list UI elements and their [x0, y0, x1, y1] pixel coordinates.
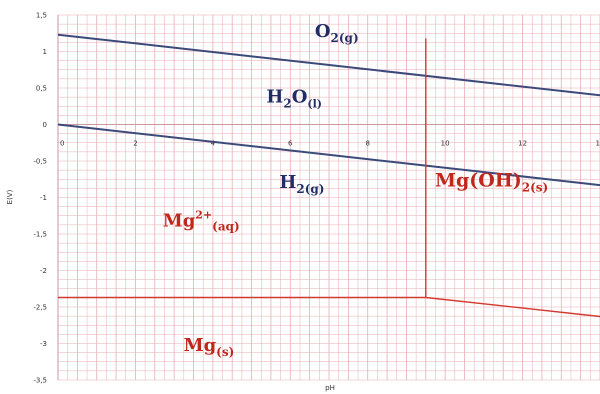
y-tick-label: 1,5 [36, 12, 47, 20]
x-tick-label: 2 [133, 140, 137, 148]
y-tick-label: -1,5 [33, 231, 47, 239]
species-label: O2(g) [315, 21, 359, 45]
boundary-line [425, 296, 600, 318]
boundary-line [57, 123, 600, 187]
y-tick-label: -3 [40, 340, 47, 348]
x-axis-label: pH [325, 384, 335, 392]
tick-labels: 0 2 4 6 8 10 12 14 1,5 1 0,5 0 -0,5 -1 -1,5 -2 -2,5 -3 -3,… [33, 12, 600, 385]
x-tick-label: 14 [596, 140, 600, 148]
y-axis-label: E(V) [6, 189, 14, 204]
y-tick-label: -1 [40, 194, 47, 202]
x-tick-label: 4 [211, 140, 216, 148]
region-labels: O2(g) H2O(l) H2(g) Mg2+(aq) Mg(OH)2(s) Mg(s) [163, 21, 548, 359]
species-label: Mg(OH)2(s) [435, 170, 548, 195]
y-tick-label: -3,5 [33, 377, 47, 385]
x-tick-label: 10 [441, 140, 450, 148]
x-tick-label: 0 [60, 140, 64, 148]
y-tick-label: -0,5 [33, 158, 47, 166]
y-tick-label: 0,5 [36, 85, 47, 93]
x-tick-label: 12 [518, 140, 527, 148]
y-tick-label: 1 [43, 48, 47, 56]
y-tick-label: -2 [40, 267, 47, 275]
grid [57, 14, 600, 381]
species-label: Mg(s) [184, 335, 235, 359]
species-label: H2(g) [279, 172, 324, 196]
species-label: H2O(l) [266, 87, 322, 111]
species-label: Mg2+(aq) [163, 209, 240, 234]
x-tick-label: 6 [288, 140, 293, 148]
y-tick-label: -2,5 [33, 304, 47, 312]
boundary-lines [57, 33, 600, 318]
x-tick-label: 8 [365, 140, 369, 148]
y-tick-label: 0 [43, 121, 47, 129]
boundary-line [57, 33, 600, 97]
